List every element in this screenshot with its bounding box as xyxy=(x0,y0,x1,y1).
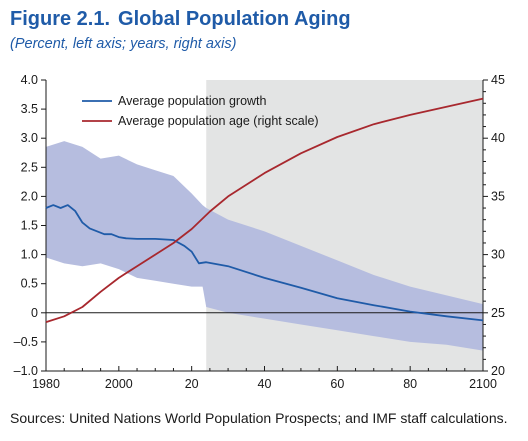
right-y-tick-label: 35 xyxy=(491,189,505,203)
left-y-tick-label: –1.0 xyxy=(14,364,38,378)
growth-range-band xyxy=(46,141,483,351)
x-tick-label: 2000 xyxy=(105,377,133,391)
left-y-tick-label: 1.5 xyxy=(21,219,38,233)
left-y-tick-label: 0.5 xyxy=(21,277,38,291)
left-y-tick-label: 0 xyxy=(31,306,38,320)
left-y-tick-label: 4.0 xyxy=(21,73,38,87)
x-tick-label: 80 xyxy=(403,377,417,391)
x-tick-label: 40 xyxy=(258,377,272,391)
left-y-tick-label: 3.0 xyxy=(21,131,38,145)
x-tick-label: 60 xyxy=(330,377,344,391)
figure-source-note: Sources: United Nations World Population… xyxy=(10,410,508,426)
left-y-tick-label: –0.5 xyxy=(14,335,38,349)
x-tick-label: 1980 xyxy=(32,377,60,391)
legend-label: Average population growth xyxy=(118,94,267,108)
legend-label: Average population age (right scale) xyxy=(118,114,319,128)
right-y-tick-label: 45 xyxy=(491,73,505,87)
age-series-line xyxy=(45,97,484,323)
growth-series-line xyxy=(45,204,484,322)
figure-title: Figure 2.1. Global Population Aging xyxy=(10,8,351,31)
left-y-tick-label: 1.0 xyxy=(21,248,38,262)
right-y-tick-label: 30 xyxy=(491,248,505,262)
figure-title-text: Global Population Aging xyxy=(118,8,351,30)
figure-subtitle: (Percent, left axis; years, right axis) xyxy=(10,36,237,52)
right-y-tick-label: 20 xyxy=(491,364,505,378)
left-y-tick-label: 2.5 xyxy=(21,160,38,174)
left-y-tick-label: 3.5 xyxy=(21,102,38,116)
right-y-tick-label: 25 xyxy=(491,306,505,320)
left-y-tick-label: 2.0 xyxy=(21,189,38,203)
x-tick-label: 20 xyxy=(185,377,199,391)
right-y-tick-label: 40 xyxy=(491,131,505,145)
x-tick-label: 2100 xyxy=(469,377,497,391)
figure-label: Figure 2.1. xyxy=(10,8,111,30)
